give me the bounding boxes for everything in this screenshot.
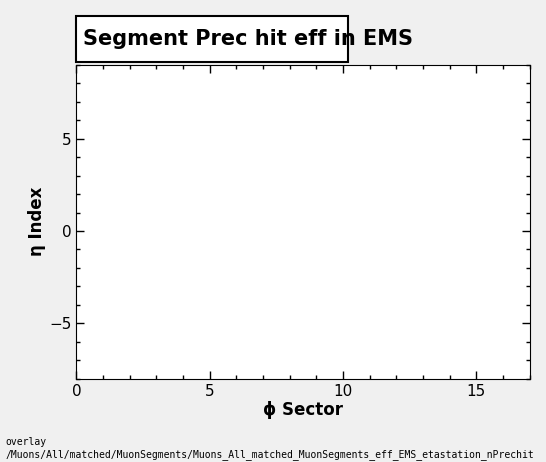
X-axis label: ϕ Sector: ϕ Sector xyxy=(263,401,343,419)
Y-axis label: η Index: η Index xyxy=(28,187,46,256)
Text: overlay
/Muons/All/matched/MuonSegments/Muons_All_matched_MuonSegments_eff_EMS_e: overlay /Muons/All/matched/MuonSegments/… xyxy=(5,437,534,460)
Text: Segment Prec hit eff in EMS: Segment Prec hit eff in EMS xyxy=(83,29,413,49)
